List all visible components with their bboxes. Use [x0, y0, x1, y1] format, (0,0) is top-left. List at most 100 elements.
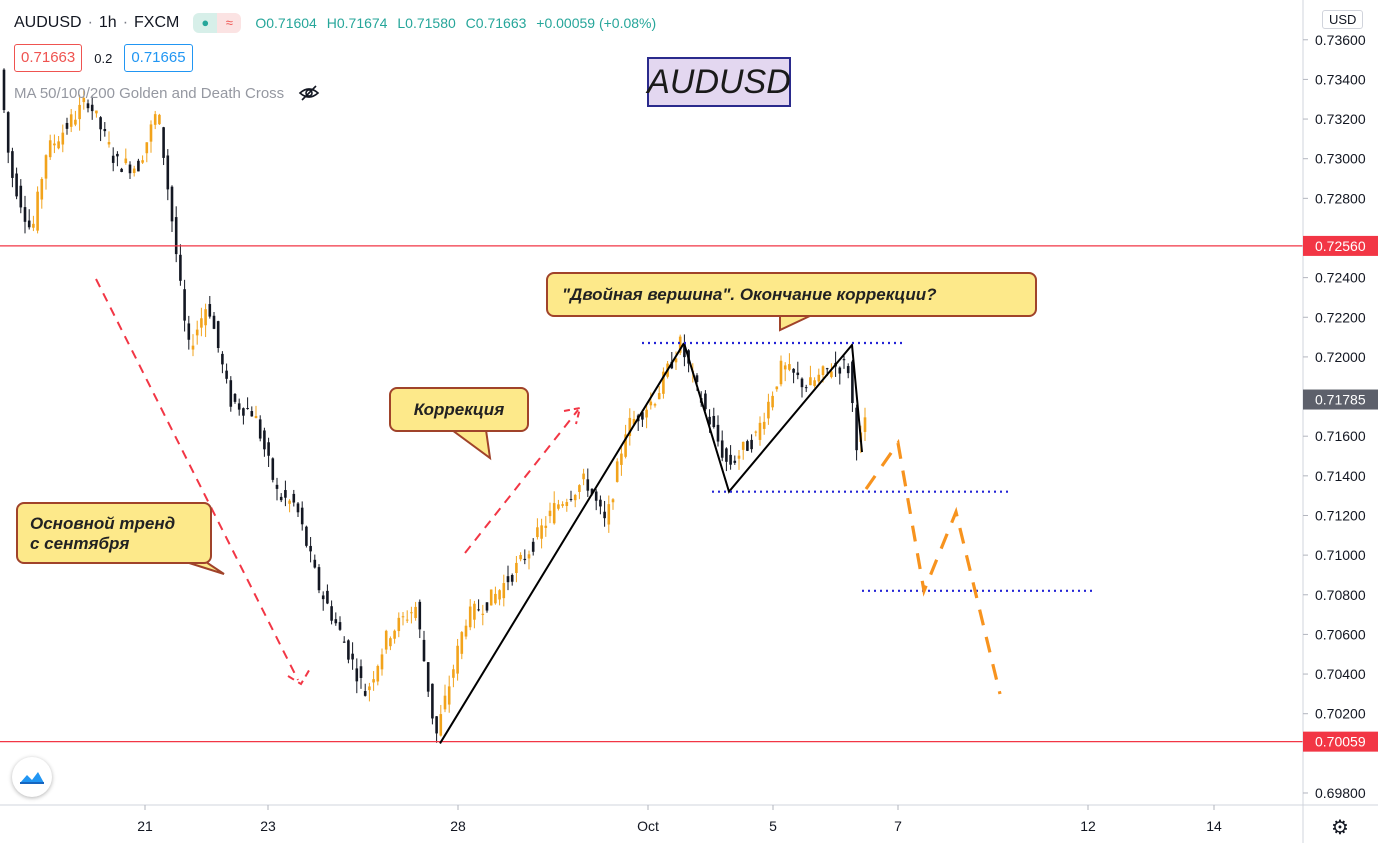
- settings-gear-icon[interactable]: ⚙: [1331, 817, 1349, 839]
- candle-body: [733, 460, 737, 463]
- candle-body: [561, 504, 564, 506]
- candle-body: [540, 525, 543, 539]
- open-label: O: [255, 15, 267, 31]
- candle-body: [544, 525, 548, 528]
- candle-body: [57, 141, 60, 149]
- candle-body: [494, 593, 497, 604]
- y-tick-label: 0.70400: [1315, 666, 1366, 682]
- callout-correction-text: Коррекция: [413, 399, 505, 419]
- candle-body: [141, 160, 144, 163]
- y-tick-label: 0.71400: [1315, 468, 1366, 484]
- indicator-legend[interactable]: MA 50/100/200 Golden and Death Cross: [14, 84, 320, 102]
- candle-body: [15, 173, 18, 197]
- price-label-text: 0.72560: [1315, 238, 1366, 254]
- candle-body: [796, 372, 800, 376]
- candle-body: [590, 488, 594, 495]
- candle-body: [204, 309, 207, 326]
- candle-body: [351, 653, 354, 660]
- trend-line[interactable]: [439, 342, 685, 744]
- candle-body: [128, 164, 132, 174]
- candle-body: [48, 140, 52, 158]
- candle-body: [485, 602, 489, 611]
- candle-body: [342, 641, 346, 643]
- candle-body: [69, 114, 73, 127]
- candle-body: [578, 485, 581, 492]
- candle-body: [313, 559, 317, 568]
- candle-body: [355, 668, 359, 682]
- y-tick-label: 0.71200: [1315, 507, 1366, 523]
- buy-button[interactable]: 0.71665: [124, 44, 193, 72]
- double-top-zigzag[interactable]: [683, 342, 863, 494]
- candle-body: [275, 484, 279, 489]
- sell-button[interactable]: 0.71663: [14, 44, 83, 72]
- candle-body: [65, 122, 69, 129]
- callout-tail-correction: [448, 429, 492, 461]
- callout-main-trend: Основной тренд с сентября: [16, 502, 212, 564]
- symbol-name[interactable]: AUDUSD: [14, 14, 82, 31]
- currency-button[interactable]: USD: [1322, 10, 1364, 29]
- candle-body: [758, 422, 762, 440]
- separator-dot: ·: [122, 14, 129, 31]
- candle-body: [767, 401, 770, 419]
- forecast-path: [864, 438, 1002, 695]
- market-status-badge[interactable]: ● ≈: [193, 13, 242, 33]
- y-tick-label: 0.70200: [1315, 706, 1366, 722]
- candle-body: [569, 498, 573, 500]
- price-axis[interactable]: 0.73600 0.73400 0.73200 0.73000 0.72800 0.724…: [1302, 0, 1378, 843]
- candle-body: [11, 151, 14, 178]
- candle-body: [237, 403, 241, 410]
- candle-body: [548, 510, 552, 517]
- candle-body: [166, 155, 170, 190]
- candle-body: [443, 695, 447, 710]
- candle-body: [279, 496, 283, 501]
- candle-body: [506, 576, 510, 583]
- candle-body: [162, 127, 165, 158]
- tradingview-logo[interactable]: [12, 757, 52, 797]
- pattern-drawings: [95, 278, 1096, 744]
- candle-body: [594, 491, 598, 501]
- candle-body: [830, 371, 833, 378]
- spread-value: 0.2: [94, 50, 113, 66]
- candle-body: [741, 441, 745, 450]
- change-value: +0.00059 (+0.08%): [536, 15, 657, 31]
- candle-body: [208, 304, 212, 317]
- candle-body: [838, 367, 842, 374]
- candle-body: [426, 662, 430, 692]
- candle-body: [489, 589, 493, 606]
- x-tick-label: 23: [260, 818, 276, 834]
- y-tick-label: 0.72400: [1315, 270, 1366, 286]
- candle-body: [86, 103, 90, 109]
- candle-body: [452, 669, 455, 678]
- candle-body: [863, 417, 867, 432]
- x-tick-label: 21: [137, 818, 153, 834]
- candle-body: [552, 503, 556, 524]
- candle-body: [607, 504, 611, 525]
- candle-body: [817, 374, 821, 382]
- open-value: 0.71604: [266, 15, 317, 31]
- time-axis[interactable]: 21 23 28 Oct 5 7 12 14: [0, 804, 1378, 834]
- candle-body: [288, 500, 291, 504]
- close-label: C: [465, 15, 476, 31]
- candle-body: [195, 329, 199, 336]
- candle-body: [221, 353, 224, 365]
- candle-body: [851, 361, 854, 404]
- candle-body: [800, 378, 804, 388]
- candle-body: [557, 504, 560, 509]
- candle-body: [410, 612, 413, 614]
- candle-body: [372, 679, 375, 683]
- candle-body: [179, 254, 182, 281]
- candle-body: [481, 613, 485, 615]
- candle-body: [145, 142, 149, 154]
- interval-label[interactable]: 1h: [98, 14, 117, 31]
- candle-body: [599, 499, 602, 507]
- candle-body: [855, 407, 858, 451]
- price-label-box: [1303, 731, 1378, 752]
- candle-body: [846, 366, 850, 374]
- candle-body: [242, 408, 245, 416]
- candle-body: [670, 361, 674, 369]
- y-tick-label: 0.73600: [1315, 32, 1366, 48]
- correction-arrow-head: [563, 406, 582, 425]
- symbol-header: AUDUSD · 1h · FXCM ● ≈ O0.71604 H0.71674…: [14, 12, 662, 34]
- eye-crossed-icon[interactable]: [298, 84, 320, 102]
